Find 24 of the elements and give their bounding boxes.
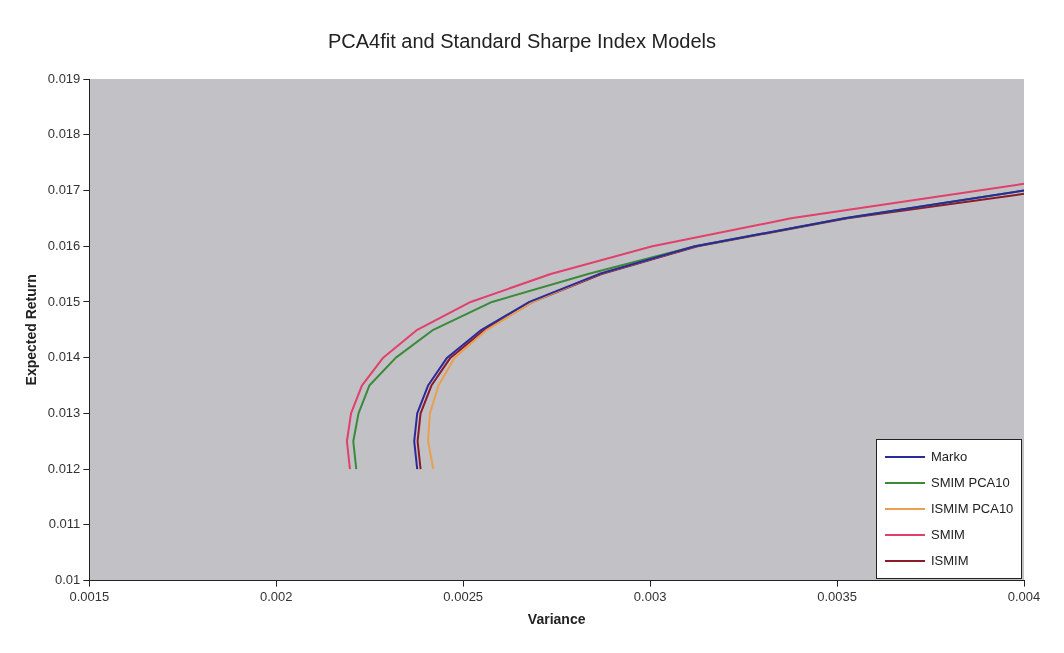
legend-label: ISMIM: [930, 552, 970, 571]
y-tick-label: 0.01: [55, 572, 81, 588]
x-tick-label: 0.003: [633, 588, 667, 604]
y-tick-label: 0.015: [47, 293, 81, 309]
y-axis-title: Expected Return: [23, 274, 40, 386]
y-tick-label: 0.013: [47, 404, 81, 420]
y-tick-label: 0.014: [47, 349, 81, 365]
legend-label: SMIM PCA10: [930, 474, 1011, 493]
x-tick-label: 0.0035: [817, 588, 857, 604]
y-tick-label: 0.019: [47, 70, 81, 86]
x-tick-label: 0.0025: [443, 588, 484, 604]
x-tick-label: 0.004: [1007, 588, 1041, 604]
x-tick-label: 0.0015: [69, 588, 110, 604]
legend-label: Marko: [930, 448, 969, 467]
legend-label: SMIM: [930, 526, 966, 545]
x-axis-title: Variance: [527, 611, 586, 628]
y-tick-label: 0.011: [48, 516, 81, 532]
legend-label: ISMIM PCA10: [930, 500, 1014, 519]
y-tick-label: 0.017: [47, 182, 81, 198]
y-tick-label: 0.012: [47, 460, 81, 476]
y-tick-label: 0.018: [47, 126, 81, 142]
y-tick-label: 0.016: [47, 237, 81, 253]
chart-title: PCA4fit and Standard Sharpe Index Models: [327, 29, 717, 52]
x-tick-label: 0.002: [259, 588, 293, 604]
